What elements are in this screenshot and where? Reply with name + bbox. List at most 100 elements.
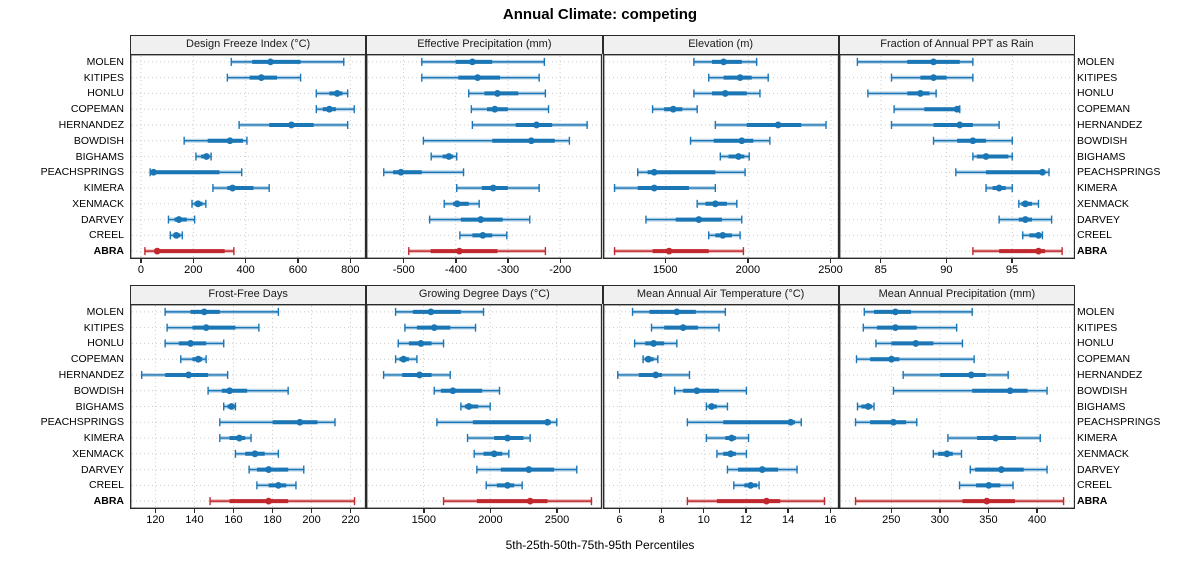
percentile-series-creel — [256, 481, 297, 490]
percentile-series-bowdish — [892, 386, 1048, 395]
axis-tick-label: 1500 — [411, 514, 437, 526]
percentile-series-darvey — [167, 215, 196, 224]
percentile-series-xenmack — [695, 199, 738, 208]
panel-plot — [602, 304, 839, 509]
percentile-series-darvey — [726, 465, 798, 474]
axis-tick-label: 2000 — [735, 264, 761, 276]
percentile-series-bowdish — [207, 386, 289, 395]
panel-effective-precipitation-mm-: Effective Precipitation (mm) -500 -400 -300… — [366, 35, 603, 281]
axis-tick-label: -400 — [444, 264, 467, 276]
median-dot — [200, 308, 208, 316]
median-dot — [967, 371, 975, 379]
median-dot — [887, 355, 895, 363]
percentile-series-molen — [856, 57, 974, 66]
x-axis-caption: 5th-25th-50th-75th-95th Percentiles — [505, 538, 695, 552]
percentile-series-peachsprings — [149, 168, 243, 177]
axis-tick — [890, 509, 892, 513]
percentile-series-xenmack — [191, 199, 207, 208]
percentile-series-peachsprings — [854, 418, 918, 427]
axis-tick — [423, 509, 425, 513]
station-label-bighams: BIGHAMS — [1077, 400, 1126, 413]
axis-tick — [829, 509, 831, 513]
percentile-series-bighams — [705, 402, 728, 411]
percentile-series-molen — [164, 307, 280, 316]
median-dot — [916, 90, 924, 97]
median-dot — [997, 466, 1005, 473]
axis-tick — [310, 509, 313, 513]
panel-x-axis: 1500 2000 2500 — [603, 259, 843, 281]
axis-tick-label: -500 — [392, 264, 415, 276]
percentile-series-copeman — [395, 355, 418, 364]
percentile-series-kimera — [705, 434, 749, 443]
percentile-series-peachsprings — [686, 418, 802, 427]
axis-tick — [747, 259, 749, 263]
panel-x-axis: 0 200 400 600 800 — [130, 259, 366, 281]
axis-tick-label: 10 — [697, 514, 710, 526]
axis-tick — [939, 509, 941, 513]
percentile-series-kitipes — [862, 323, 958, 332]
station-label-bighams: BIGHAMS — [75, 150, 124, 163]
percentile-series-abra — [443, 497, 593, 506]
axis-tick-label: 180 — [263, 514, 282, 526]
median-dot — [983, 497, 990, 505]
median-dot — [397, 168, 405, 176]
panel-header: Mean Annual Precipitation (mm) — [838, 285, 1075, 304]
median-dot — [469, 58, 477, 66]
percentile-series-xenmack — [234, 449, 280, 458]
percentile-series-molen — [692, 57, 757, 66]
median-dot — [943, 450, 951, 458]
axis-tick — [703, 509, 705, 513]
station-label-creel: CREEL — [1077, 229, 1113, 242]
axis-tick — [192, 259, 194, 263]
median-dot — [651, 371, 659, 379]
percentile-series-darvey — [969, 465, 1048, 474]
median-dot — [274, 481, 282, 489]
median-dot — [427, 308, 435, 316]
median-dot — [296, 418, 304, 426]
panel-header: Fraction of Annual PPT as Rain — [838, 35, 1075, 54]
station-label-creel: CREEL — [1077, 479, 1113, 492]
axis-tick — [664, 259, 666, 263]
axis-tick-label: 300 — [930, 514, 950, 526]
axis-tick — [1011, 259, 1013, 263]
station-label-xenmack: XENMACK — [72, 197, 124, 210]
panel-mean-annual-air-temperature-c-: Mean Annual Air Temperature (°C) 6 8 10 12 14… — [602, 285, 839, 531]
axis-tick — [945, 259, 948, 263]
percentile-series-peachsprings — [436, 418, 558, 427]
axis-tick — [193, 509, 196, 513]
axis-tick-label: 400 — [236, 264, 255, 276]
median-dot — [1021, 200, 1029, 208]
station-label-molen: MOLEN — [86, 305, 124, 318]
station-label-bowdish: BOWDISH — [1077, 384, 1128, 397]
percentile-series-honlu — [397, 339, 445, 348]
median-dot — [956, 121, 963, 129]
percentile-series-kimera — [985, 184, 1013, 193]
station-label-kitipes: KITIPES — [1077, 321, 1118, 334]
percentile-series-creel — [1021, 231, 1043, 240]
percentile-series-abra — [144, 247, 235, 256]
station-label-kitipes: KITIPES — [83, 321, 124, 334]
percentile-series-hernandez — [714, 120, 827, 129]
percentile-series-kimera — [467, 434, 532, 443]
percentile-series-honlu — [164, 339, 225, 348]
station-label-hernandez: HERNANDEZ — [1077, 118, 1143, 131]
panel-growing-degree-days-c-: Growing Degree Days (°C) 1500 2000 2500 — [366, 285, 603, 531]
station-label-honlu: HONLU — [87, 337, 124, 350]
percentile-series-copeman — [651, 105, 698, 114]
median-dot — [679, 324, 687, 332]
median-dot — [325, 105, 333, 113]
axis-tick — [297, 259, 299, 263]
axis-tick-label: 6 — [616, 514, 623, 526]
percentile-series-molen — [421, 57, 546, 66]
axis-tick — [232, 509, 235, 513]
station-label-darvey: DARVEY — [81, 463, 124, 476]
median-dot — [737, 137, 745, 145]
median-dot — [985, 481, 992, 489]
axis-tick-label: 200 — [302, 514, 321, 526]
median-dot — [185, 371, 192, 379]
panel-design-freeze-index-c-: Design Freeze Index (°C) 0 200 400 600 800 — [130, 35, 367, 281]
chart-title: Annual Climate: competing — [502, 6, 698, 23]
median-dot — [445, 153, 453, 160]
station-label-peachsprings: PEACHSPRINGS — [40, 166, 124, 179]
percentile-series-peachsprings — [636, 168, 746, 177]
